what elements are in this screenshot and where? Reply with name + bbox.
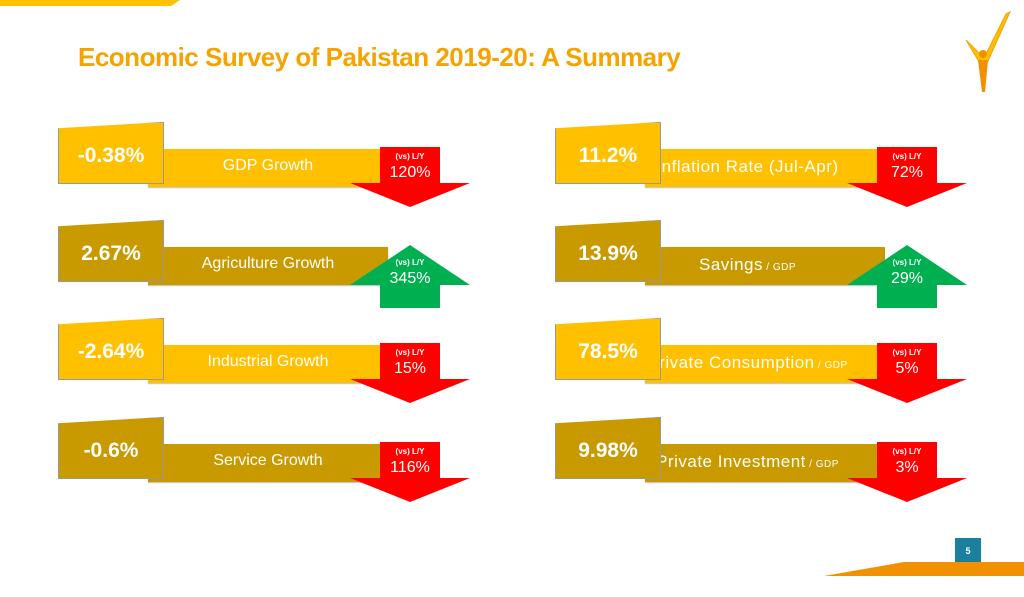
up-arrow-icon bbox=[350, 245, 470, 340]
change-percent: 72% bbox=[890, 164, 924, 181]
metric-value: -2.64% bbox=[77, 340, 145, 363]
metric-label: Inflation Rate (Jul-Apr) bbox=[645, 157, 850, 177]
metric-label: Agriculture Growth bbox=[148, 255, 388, 273]
metric-value: 9.98% bbox=[578, 439, 638, 462]
metric-band: Service Growth bbox=[148, 444, 388, 482]
change-percent: 5% bbox=[895, 360, 919, 377]
down-arrow-icon bbox=[847, 147, 967, 242]
value-box bbox=[555, 220, 661, 282]
value-box bbox=[58, 318, 164, 380]
vs-last-year-label: (vs) L/Y bbox=[395, 258, 425, 267]
value-box bbox=[58, 417, 164, 479]
metric-name: Private Investment bbox=[656, 452, 806, 471]
metric-name: Private Consumption bbox=[647, 353, 815, 372]
summary-card: Savings / GDP (vs) L/Y 29% 13.9% bbox=[555, 220, 975, 400]
change-percent: 29% bbox=[890, 270, 924, 287]
change-percent: 345% bbox=[389, 270, 431, 287]
value-box bbox=[555, 318, 661, 380]
metric-value: 13.9% bbox=[578, 242, 638, 265]
vs-last-year-label: (vs) L/Y bbox=[892, 447, 922, 456]
page-number: 5 bbox=[955, 538, 981, 564]
metric-name: Industrial Growth bbox=[207, 353, 329, 370]
metric-name: Service Growth bbox=[213, 452, 323, 469]
metric-label: Service Growth bbox=[148, 452, 388, 470]
change-percent: 116% bbox=[390, 459, 430, 476]
metric-value: -0.6% bbox=[83, 439, 139, 462]
metric-suffix: / GDP bbox=[805, 459, 839, 470]
metric-value: 78.5% bbox=[578, 340, 638, 363]
change-percent: 15% bbox=[393, 360, 427, 377]
slide-title: Economic Survey of Pakistan 2019-20: A S… bbox=[78, 42, 681, 72]
metric-name: Agriculture Growth bbox=[201, 255, 335, 272]
metric-band: Private Consumption / GDP bbox=[645, 345, 885, 383]
top-accent-strip bbox=[0, 0, 180, 6]
vs-last-year-label: (vs) L/Y bbox=[395, 152, 425, 161]
logo-icon bbox=[962, 8, 1012, 97]
summary-card: Private Consumption / GDP (vs) L/Y 5% 78… bbox=[555, 318, 975, 498]
metric-label: GDP Growth bbox=[148, 157, 388, 175]
vs-last-year-label: (vs) L/Y bbox=[892, 258, 922, 267]
metric-name: GDP Growth bbox=[222, 157, 314, 174]
value-box bbox=[58, 220, 164, 282]
value-box bbox=[555, 417, 661, 479]
metric-label: Savings / GDP bbox=[645, 255, 850, 275]
metric-label: Private Investment / GDP bbox=[645, 452, 850, 472]
down-arrow-icon bbox=[847, 343, 967, 438]
metric-label: Industrial Growth bbox=[148, 353, 388, 371]
summary-card: Industrial Growth (vs) L/Y 15% -2.64% bbox=[58, 318, 478, 498]
down-arrow-icon bbox=[847, 442, 967, 537]
value-box bbox=[58, 122, 164, 184]
metric-suffix: / GDP bbox=[814, 360, 848, 371]
down-arrow-icon bbox=[350, 147, 470, 242]
metric-label: Private Consumption / GDP bbox=[645, 353, 850, 373]
metric-value: 11.2% bbox=[578, 144, 638, 167]
metric-band: Private Investment / GDP bbox=[645, 444, 885, 482]
vs-last-year-label: (vs) L/Y bbox=[395, 348, 425, 357]
metric-band: Agriculture Growth bbox=[148, 247, 388, 285]
metric-name: Savings bbox=[699, 255, 763, 274]
vs-last-year-label: (vs) L/Y bbox=[395, 447, 425, 456]
vs-last-year-label: (vs) L/Y bbox=[892, 152, 922, 161]
summary-card: GDP Growth (vs) L/Y 120% -0.38% bbox=[58, 122, 478, 302]
down-arrow-icon bbox=[350, 343, 470, 438]
metric-value: 2.67% bbox=[81, 242, 141, 265]
metric-band: Savings / GDP bbox=[645, 247, 885, 285]
metric-suffix: / GDP bbox=[762, 262, 796, 273]
summary-card: Agriculture Growth (vs) L/Y 345% 2.67% bbox=[58, 220, 478, 400]
down-arrow-icon bbox=[350, 442, 470, 537]
metric-band: Industrial Growth bbox=[148, 345, 388, 383]
metric-value: -0.38% bbox=[77, 144, 145, 167]
metric-band: Inflation Rate (Jul-Apr) bbox=[645, 149, 885, 187]
summary-card: Private Investment / GDP (vs) L/Y 3% 9.9… bbox=[555, 417, 975, 597]
change-percent: 3% bbox=[895, 459, 919, 476]
up-arrow-icon bbox=[847, 245, 967, 340]
summary-card: Inflation Rate (Jul-Apr) (vs) L/Y 72% 11… bbox=[555, 122, 975, 302]
change-percent: 120% bbox=[389, 164, 431, 181]
vs-last-year-label: (vs) L/Y bbox=[892, 348, 922, 357]
summary-card: Service Growth (vs) L/Y 116% -0.6% bbox=[58, 417, 478, 597]
metric-name: Inflation Rate (Jul-Apr) bbox=[656, 157, 839, 176]
metric-band: GDP Growth bbox=[148, 149, 388, 187]
